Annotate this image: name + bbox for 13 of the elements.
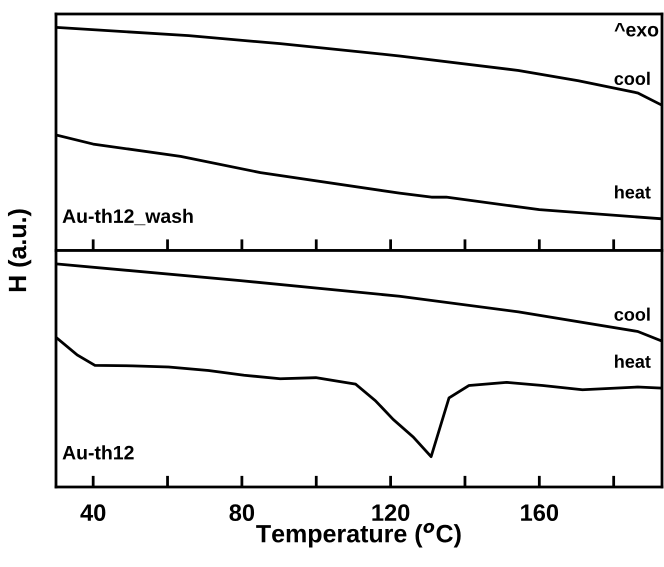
x-tick-label: 80: [230, 504, 254, 522]
x-tick-label: 120: [372, 504, 410, 522]
series-label: heat: [615, 354, 651, 368]
annotation: Au-th12_wash: [62, 208, 193, 226]
series-label: cool: [614, 308, 650, 321]
annotation: ^exo: [614, 22, 658, 37]
x-tick-label: 160: [521, 504, 558, 522]
series-label: cool: [614, 72, 650, 86]
annotation: Au-th12: [62, 445, 134, 460]
series-label: heat: [615, 185, 651, 199]
y-axis-title: H (a.u.): [8, 209, 32, 292]
x-tick-label: 40: [80, 504, 106, 522]
x-axis-title: Temperature ($^{o}$C): [256, 522, 461, 548]
